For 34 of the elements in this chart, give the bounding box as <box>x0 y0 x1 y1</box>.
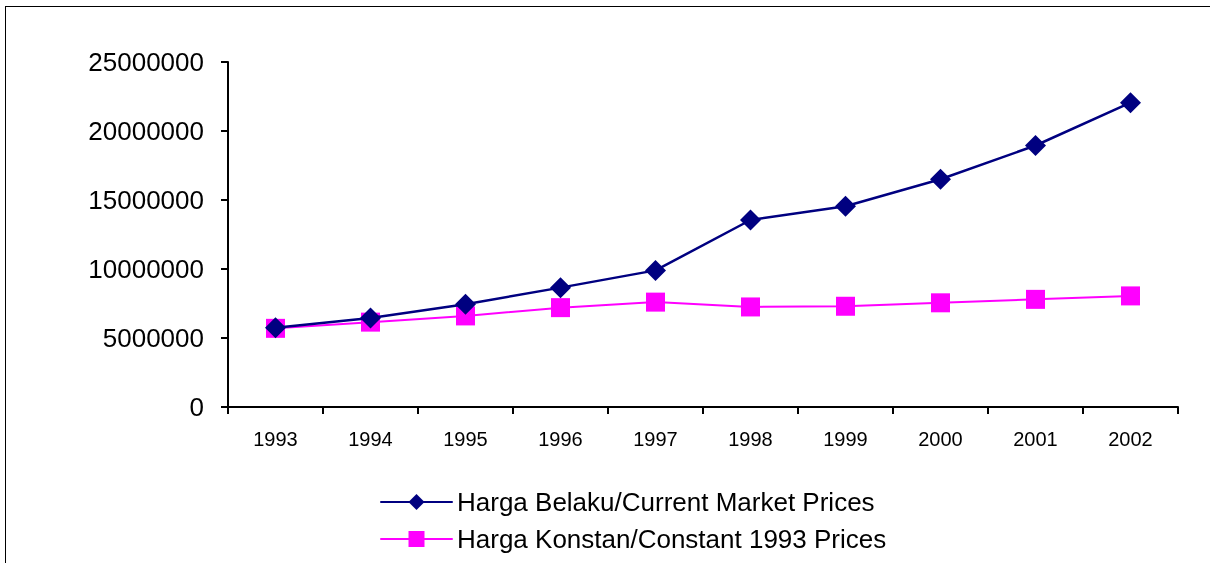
x-tick-label: 1998 <box>728 428 773 450</box>
x-tick-label: 2002 <box>1108 428 1153 450</box>
point <box>550 277 571 299</box>
legend-label: Harga Belaku/Current Market Prices <box>457 487 875 517</box>
point <box>1025 134 1046 156</box>
point <box>645 259 666 281</box>
y-tick-label: 20000000 <box>88 116 204 146</box>
point <box>455 293 476 315</box>
y-tick-label: 25000000 <box>88 47 204 77</box>
y-tick-label: 10000000 <box>88 254 204 284</box>
x-tick-label: 1996 <box>538 428 583 450</box>
x-tick-label: 1994 <box>348 428 393 450</box>
point <box>931 293 950 313</box>
point <box>646 292 665 312</box>
x-tick-label: 2001 <box>1013 428 1058 450</box>
x-tick-label: 2000 <box>918 428 963 450</box>
x-tick-label: 1995 <box>443 428 488 450</box>
legend-label: Harga Konstan/Constant 1993 Prices <box>457 524 887 554</box>
point <box>836 296 855 316</box>
y-tick-label: 15000000 <box>88 185 204 215</box>
y-tick-label: 5000000 <box>102 323 204 353</box>
point <box>360 307 381 329</box>
y-tick-label: 0 <box>189 392 204 422</box>
point <box>1026 289 1045 309</box>
point <box>930 168 951 190</box>
point <box>740 209 761 231</box>
point <box>551 298 570 318</box>
point <box>1121 286 1140 306</box>
x-tick-label: 1997 <box>633 428 678 450</box>
point <box>741 297 760 317</box>
x-tick-label: 1993 <box>253 428 298 450</box>
x-tick-label: 1999 <box>823 428 868 450</box>
point <box>1120 92 1141 114</box>
point <box>835 195 856 217</box>
